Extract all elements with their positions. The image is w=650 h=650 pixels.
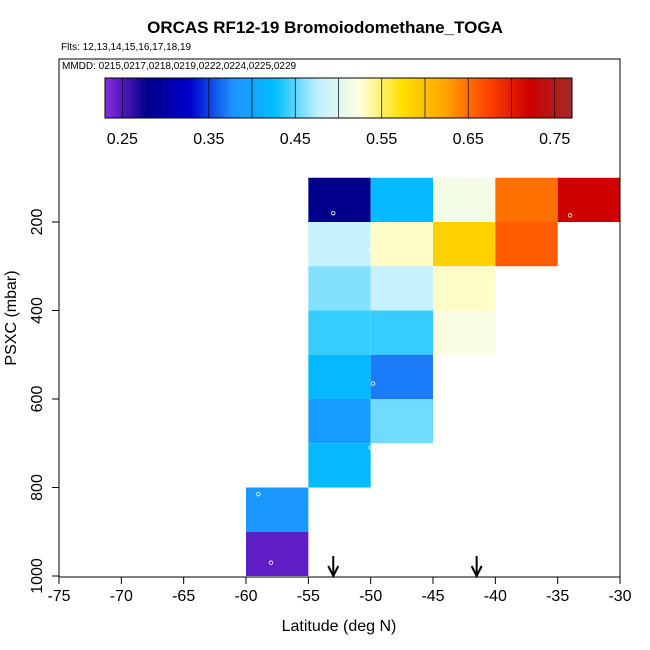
heatmap-cell [433, 177, 496, 222]
arrow-marker [327, 556, 340, 579]
x-tick-label: -65 [172, 588, 195, 605]
arrows [327, 556, 483, 579]
dates-label: MMDD: 0215,0217,0218,0219,0222,0224,0225… [62, 61, 297, 72]
heatmap-cell [370, 177, 433, 222]
y-tick-label: 600 [29, 386, 46, 413]
heatmap-cell [308, 310, 371, 355]
x-tick-label: -70 [110, 588, 133, 605]
x-axis-label: Latitude (deg N) [282, 618, 397, 635]
colorbar-tick-label: 0.65 [453, 131, 484, 148]
heatmap-cells [246, 177, 620, 576]
colorbar: 0.25 0.35 0.45 0.55 0.65 0.75 [104, 77, 573, 148]
sample-marker [256, 491, 261, 497]
x-tick-label: -45 [421, 588, 444, 605]
colorbar-tick-label: 0.55 [366, 131, 397, 148]
plot-frame [58, 58, 621, 578]
arrow-marker [470, 556, 483, 579]
y-axis-label: PSXC (mbar) [3, 270, 20, 365]
flights-label: Flts: 12,13,14,15,16,17,18,19 [61, 42, 192, 53]
heatmap-cell [370, 399, 433, 444]
heatmap-cell [495, 222, 558, 267]
colorbar-tick-label: 0.75 [539, 131, 570, 148]
sample-marker [331, 210, 336, 216]
heatmap-cell [308, 222, 371, 267]
sample-marker [567, 213, 573, 218]
sample-marker [368, 247, 373, 252]
heatmap-cell [370, 266, 433, 311]
y-tick-label: 200 [29, 209, 46, 236]
sample-marker [268, 560, 274, 565]
heatmap-cell [557, 177, 620, 222]
x-axis: -75 -70 -65 -60 -55 -50 -45 -40 -35 -30 [47, 577, 632, 605]
x-tick-label: -30 [608, 588, 631, 605]
y-tick-label: 400 [29, 297, 46, 324]
heatmap-cell [308, 354, 371, 399]
heatmap-cell [370, 310, 433, 355]
heatmap-cell [495, 177, 558, 222]
heatmap-cell [308, 177, 371, 222]
colorbar-tick-label: 0.35 [193, 131, 224, 148]
heatmap-cell [246, 487, 309, 532]
heatmap-cell [433, 222, 496, 267]
x-tick-label: -75 [47, 588, 70, 605]
x-tick-label: -50 [359, 588, 382, 605]
x-tick-label: -60 [234, 588, 257, 605]
x-tick-label: -55 [297, 588, 320, 605]
y-tick-label: 800 [29, 474, 46, 501]
heatmap-cell [433, 266, 496, 311]
y-axis: 200 400 600 800 1000 [29, 209, 59, 594]
heatmap-cell [246, 531, 309, 576]
heatmap-cell [308, 443, 371, 488]
sample-marker [370, 381, 376, 386]
sample-marker [368, 445, 373, 450]
heatmap-cell [433, 310, 496, 355]
x-tick-label: -35 [546, 588, 569, 605]
chart-title: ORCAS RF12-19 Bromoiodomethane_TOGA [147, 18, 503, 37]
heatmap-cell [370, 222, 433, 267]
colorbar-tick-label: 0.45 [280, 131, 311, 148]
sample-markers [256, 210, 573, 565]
x-tick-label: -40 [484, 588, 507, 605]
y-tick-label: 1000 [29, 558, 46, 594]
heatmap-cell [370, 354, 433, 399]
heatmap-cell [308, 399, 371, 444]
colorbar-tick-label: 0.25 [107, 131, 138, 148]
heatmap-cell [308, 266, 371, 311]
